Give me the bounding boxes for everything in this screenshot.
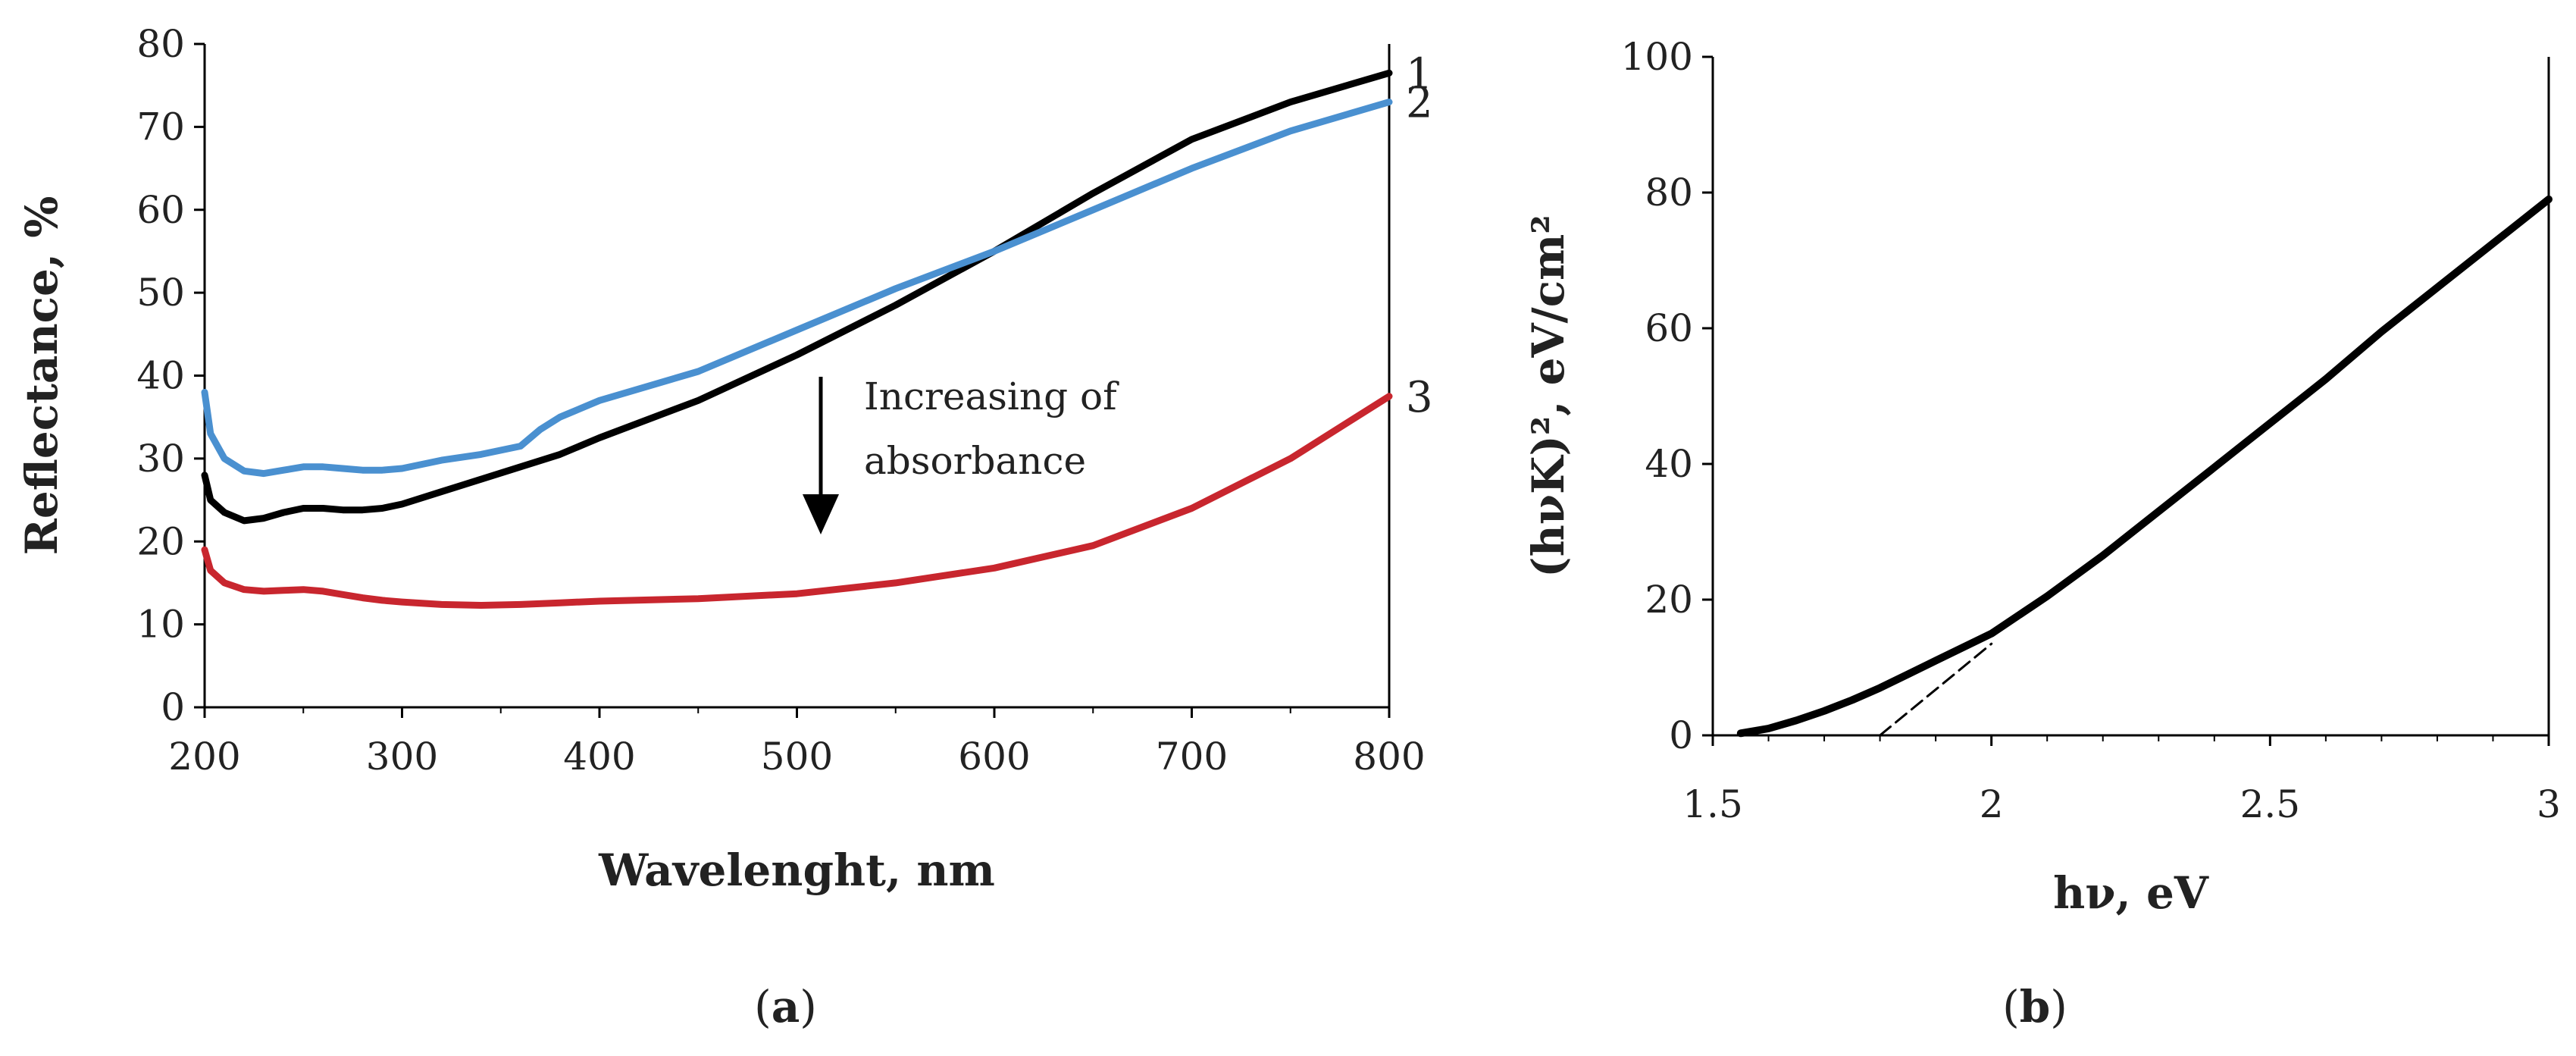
y-tick-label: 100 (1621, 35, 1693, 79)
y-tick-label: 60 (136, 188, 185, 232)
x-tick-label: 200 (168, 735, 240, 779)
x-axis-title: hν, eV (2053, 867, 2209, 919)
tangent-dashed-line (1879, 642, 1993, 737)
x-tick-label: 1.5 (1682, 782, 1743, 826)
y-tick-label: 0 (1669, 713, 1693, 757)
y-tick-label: 80 (1645, 171, 1693, 215)
panel-label-paren: ( (754, 981, 772, 1032)
x-tick-label: 400 (563, 735, 635, 779)
x-tick-label: 2.5 (2240, 782, 2301, 826)
panel-label-letter: a (772, 981, 800, 1032)
x-tick-label: 300 (366, 735, 438, 779)
x-tick-label: 3 (2537, 782, 2561, 826)
y-tick-label: 30 (136, 437, 185, 481)
y-tick-label: 70 (136, 105, 185, 149)
panel-label-b: (b) (2002, 981, 2067, 1032)
annotation-text-line1: Increasing of (864, 374, 1119, 418)
series-label-1: 1 (1406, 49, 1433, 99)
y-axis-title: Reflectance, % (16, 196, 67, 556)
annotation-text-line2: absorbance (864, 439, 1086, 483)
annotation-arrow-head (803, 494, 839, 534)
y-tick-label: 40 (136, 354, 185, 398)
series-label-3: 3 (1406, 373, 1433, 422)
y-tick-label: 60 (1645, 306, 1693, 350)
y-tick-label: 40 (1645, 442, 1693, 486)
series-line-main (1736, 195, 2553, 738)
panel-a: 0 10 20 30 40 50 60 70 80 200 300 400 500 600 700 800 Wa… (16, 22, 1433, 1032)
panel-label-paren: ) (800, 981, 817, 1032)
series-line-3 (201, 393, 1393, 609)
y-tick-label: 10 (136, 603, 185, 647)
x-tick-label: 500 (761, 735, 833, 779)
panel-label-a: (a) (754, 981, 817, 1032)
x-axis-title: Wavelenght, nm (598, 844, 995, 896)
y-tick-label: 20 (1645, 578, 1693, 622)
x-tick-label: 700 (1156, 735, 1228, 779)
series-line-2 (201, 99, 1393, 478)
x-tick-label: 800 (1353, 735, 1425, 779)
y-axis-title: (hνK)², eV/cm² (1523, 215, 1574, 578)
x-tick-label: 600 (958, 735, 1030, 779)
panel-label-paren: ) (2050, 981, 2067, 1032)
series-label-2: 2 (1406, 79, 1433, 128)
y-tick-label: 0 (161, 685, 185, 729)
panel-label-letter: b (2020, 981, 2051, 1032)
y-tick-label: 50 (136, 271, 185, 315)
y-tick-label: 20 (136, 519, 185, 563)
y-tick-label: 80 (136, 22, 185, 66)
panel-b: 0 20 40 60 80 100 1.5 2 2.5 3 hν, eV (hνK)², eV/cm²… (1523, 35, 2561, 1032)
panel-label-paren: ( (2002, 981, 2020, 1032)
x-tick-label: 2 (1980, 782, 2004, 826)
series-line-1 (201, 69, 1393, 525)
